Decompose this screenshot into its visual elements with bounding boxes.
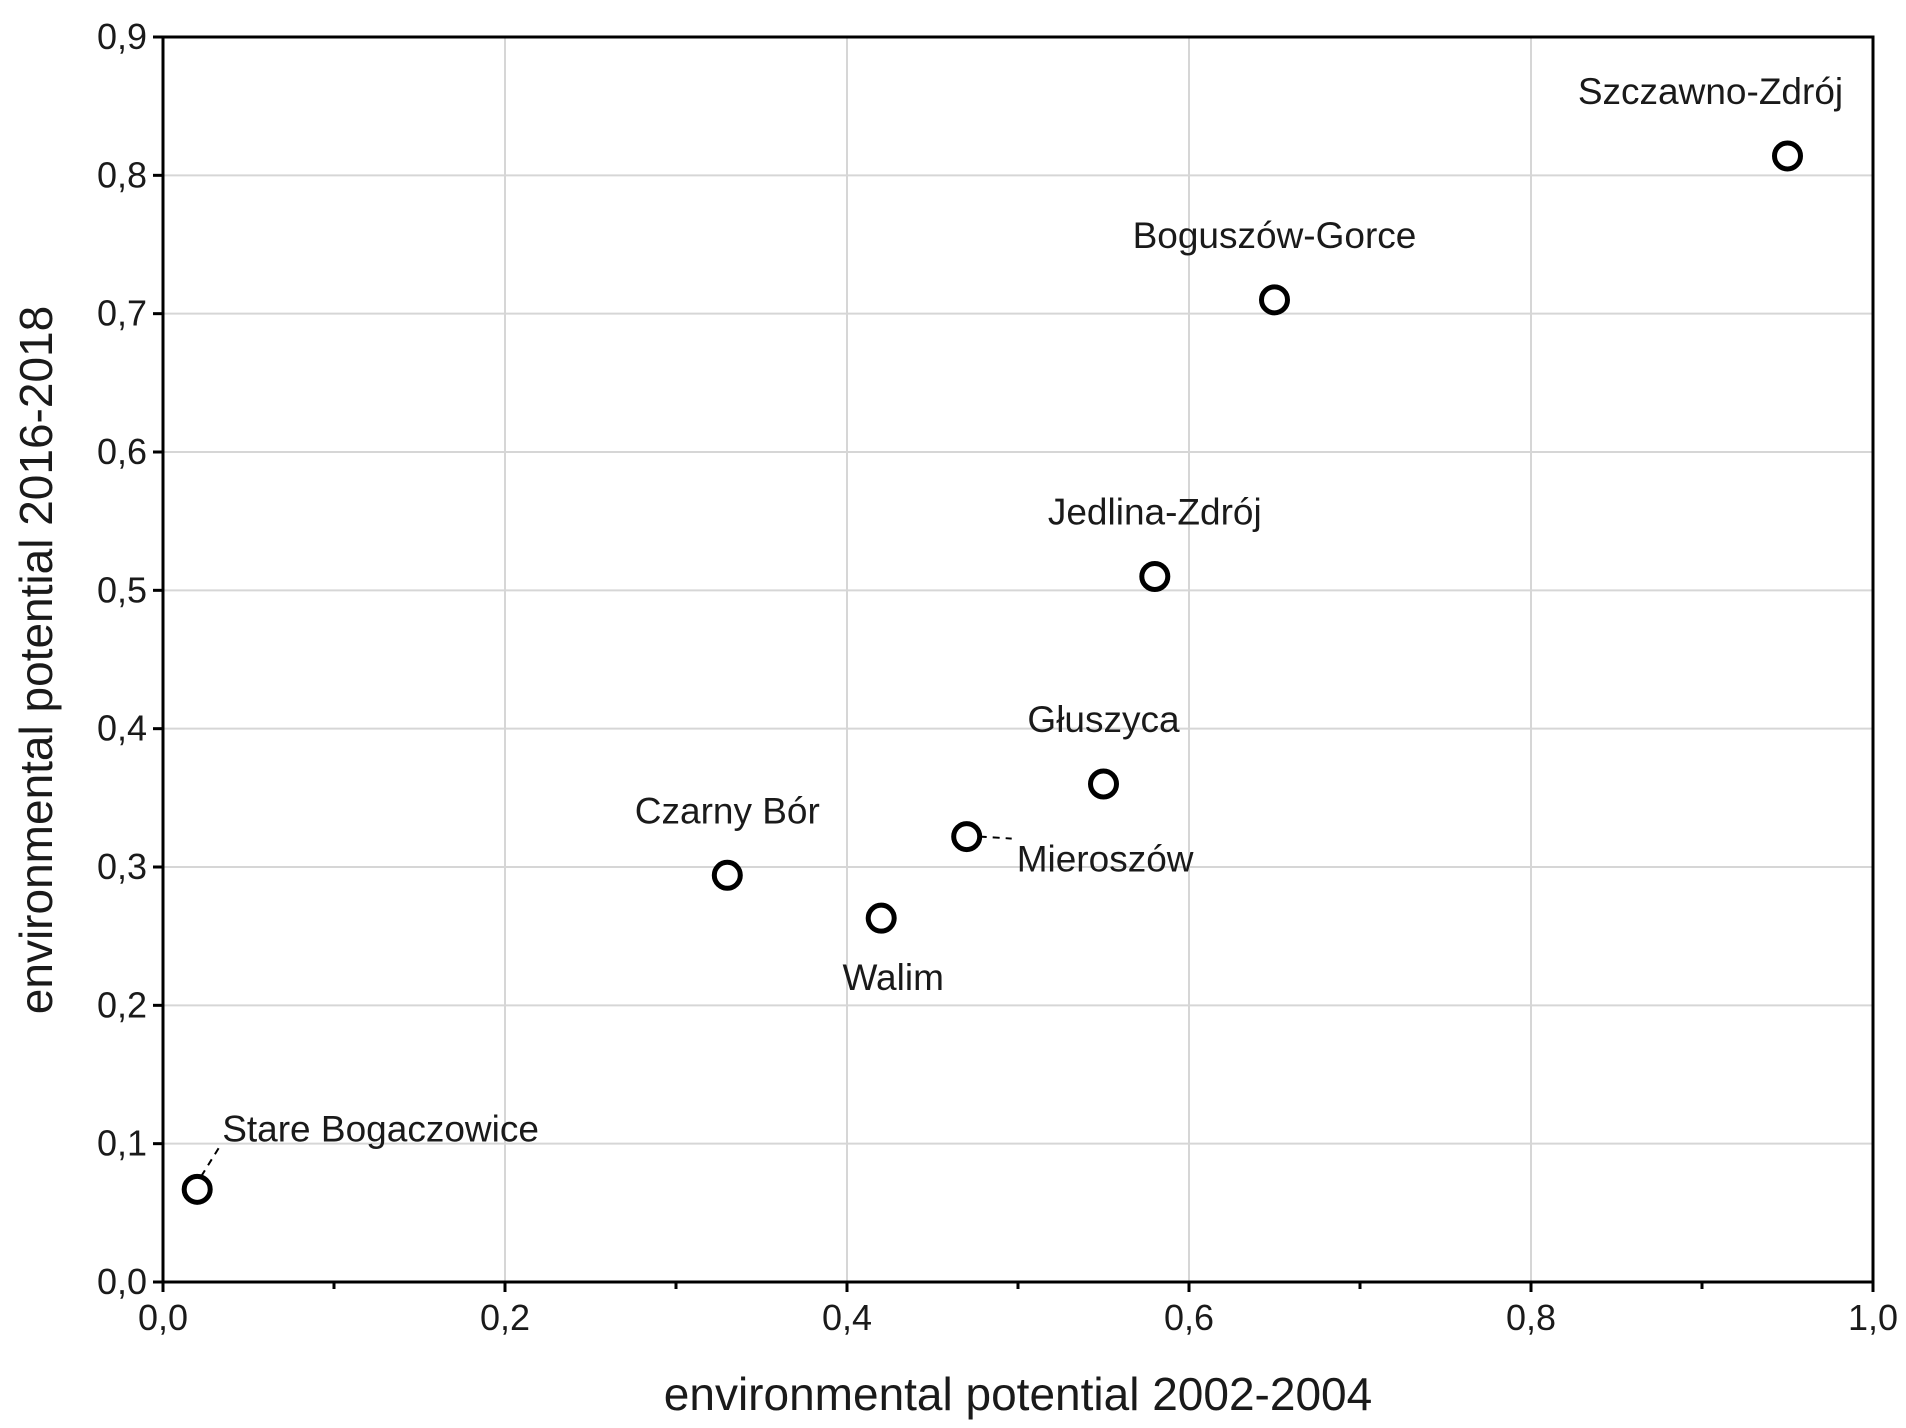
x-tick-labels: 0,0 0,2 0,4 0,6 0,8 1,0 [138,1297,1898,1338]
axis-ticks [153,35,1875,1292]
leader-line [200,1146,221,1177]
y-tick-labels: 0,0 0,1 0,2 0,3 0,4 0,5 0,6 0,7 0,8 0,9 [97,16,147,1302]
data-points [181,140,1803,1205]
x-tick-label: 0,6 [1164,1297,1214,1338]
data-point-marker [865,902,897,934]
y-tick-label: 0,3 [97,846,147,887]
y-tick-label: 0,8 [97,154,147,195]
x-tick-label: 0,0 [138,1297,188,1338]
data-point-marker [1088,768,1119,800]
y-axis-title: environmental potential 2016-2018 [10,306,62,1014]
plot-frame [161,35,1875,1284]
data-point-marker [1772,140,1803,172]
data-point-marker [1139,561,1171,592]
data-point-marker [951,821,983,853]
data-point-label: Stare Bogaczowice [222,1108,539,1149]
point-labels: Szczawno-Zdrój Boguszów-Gorce Jedlina-Zdró… [222,71,1843,1149]
y-tick-label: 0,1 [97,1123,147,1164]
y-tick-label: 0,5 [97,569,147,610]
leader-lines [200,835,1012,1177]
y-tick-label: 0,4 [97,708,147,749]
x-tick-label: 0,4 [822,1297,872,1338]
y-tick-label: 0,2 [97,984,147,1025]
data-point-label: Jedlina-Zdrój [1048,492,1262,533]
data-point-label: Mieroszów [1017,839,1194,880]
y-tick-label: 0,0 [97,1261,147,1302]
data-point-label: Głuszyca [1027,699,1180,740]
data-point-label: Szczawno-Zdrój [1578,71,1843,112]
x-tick-label: 0,2 [480,1297,530,1338]
x-tick-label: 0,8 [1506,1297,1556,1338]
x-axis-title: environmental potential 2002-2004 [664,1368,1372,1420]
x-tick-label: 1,0 [1848,1297,1898,1338]
grid [163,37,1873,1282]
data-point-label: Walim [843,957,944,998]
data-point-marker [711,859,743,891]
data-point-marker [181,1173,213,1205]
y-tick-label: 0,7 [97,293,147,334]
data-point-label: Boguszów-Gorce [1133,215,1417,256]
data-point-marker [1259,284,1290,316]
leader-line [979,835,1012,840]
y-tick-label: 0,6 [97,431,147,472]
data-point-label: Czarny Bór [635,790,820,831]
y-tick-label: 0,9 [97,16,147,57]
